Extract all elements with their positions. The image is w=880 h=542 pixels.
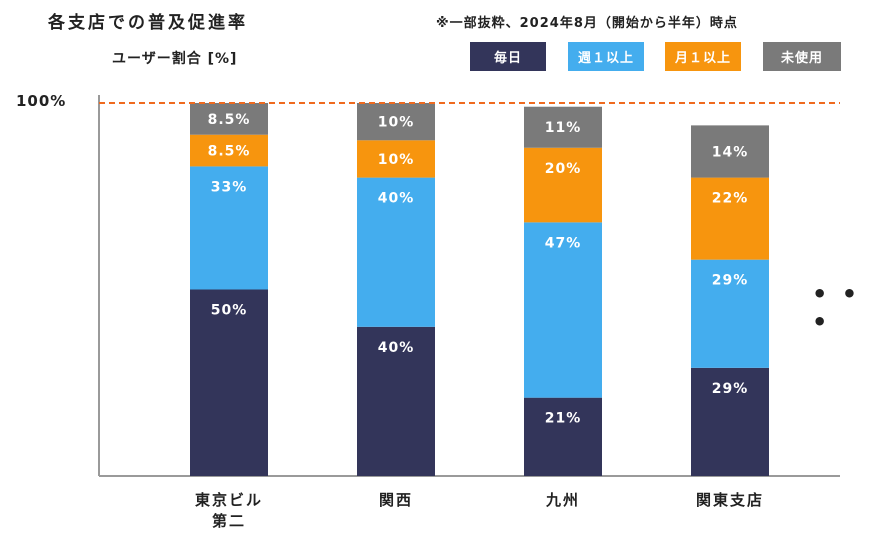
category-label-3-0: 関東支店 bbox=[696, 491, 764, 509]
bar-segment-weekly-1 bbox=[357, 177, 435, 327]
y-axis-label: ユーザー割合 [%] bbox=[112, 51, 238, 67]
data-label-unused-2: 11% bbox=[545, 120, 582, 136]
data-label-unused-0: 8.5% bbox=[208, 112, 251, 128]
bar-segment-monthly-0 bbox=[190, 134, 268, 167]
data-label-weekly-0: 33% bbox=[211, 179, 248, 195]
bar-segment-monthly-3 bbox=[691, 177, 769, 260]
data-label-daily-2: 21% bbox=[545, 411, 582, 427]
data-label-daily-0: 50% bbox=[211, 303, 248, 319]
bar-segment-unused-0 bbox=[190, 103, 268, 135]
bar-segment-monthly-1 bbox=[357, 140, 435, 178]
data-label-monthly-1: 10% bbox=[378, 152, 415, 168]
data-label-weekly-2: 47% bbox=[545, 235, 582, 251]
bar-segment-daily-1 bbox=[357, 326, 435, 476]
data-label-unused-1: 10% bbox=[378, 115, 415, 131]
data-label-weekly-1: 40% bbox=[378, 191, 415, 207]
category-label-2-0: 九州 bbox=[545, 491, 580, 509]
data-label-daily-1: 40% bbox=[378, 340, 415, 356]
data-label-monthly-0: 8.5% bbox=[208, 144, 251, 160]
bar-segment-daily-2 bbox=[524, 397, 602, 476]
data-label-unused-3: 14% bbox=[712, 144, 749, 160]
bar-segment-unused-1 bbox=[357, 103, 435, 141]
bar-segment-weekly-0 bbox=[190, 166, 268, 290]
reference-line-label: 100% bbox=[16, 92, 67, 110]
bar-segment-monthly-2 bbox=[524, 147, 602, 223]
category-label-0-0: 東京ビル bbox=[195, 491, 263, 509]
bar-segment-weekly-2 bbox=[524, 222, 602, 398]
category-label-0-1: 第二 bbox=[212, 512, 246, 530]
data-label-daily-3: 29% bbox=[712, 381, 749, 397]
bar-segment-unused-3 bbox=[691, 125, 769, 178]
category-label-1-0: 関西 bbox=[379, 491, 413, 509]
bar-segment-unused-2 bbox=[524, 106, 602, 148]
more-ellipsis: • • • bbox=[812, 280, 861, 336]
chart-note: ※一部抜粋、2024年8月（開始から半年）時点 bbox=[436, 16, 738, 31]
data-label-weekly-3: 29% bbox=[712, 273, 749, 289]
bar-segment-daily-3 bbox=[691, 367, 769, 476]
legend-daily: 毎日 bbox=[470, 42, 546, 71]
chart-title: 各支店での普及促進率 bbox=[48, 13, 248, 33]
data-label-monthly-3: 22% bbox=[712, 191, 749, 207]
legend-weekly: 週１以上 bbox=[568, 42, 644, 71]
data-label-monthly-2: 20% bbox=[545, 161, 582, 177]
bar-segment-weekly-3 bbox=[691, 259, 769, 368]
legend-unused: 未使用 bbox=[763, 42, 841, 71]
bar-segment-daily-0 bbox=[190, 289, 268, 476]
legend-monthly: 月１以上 bbox=[665, 42, 741, 71]
